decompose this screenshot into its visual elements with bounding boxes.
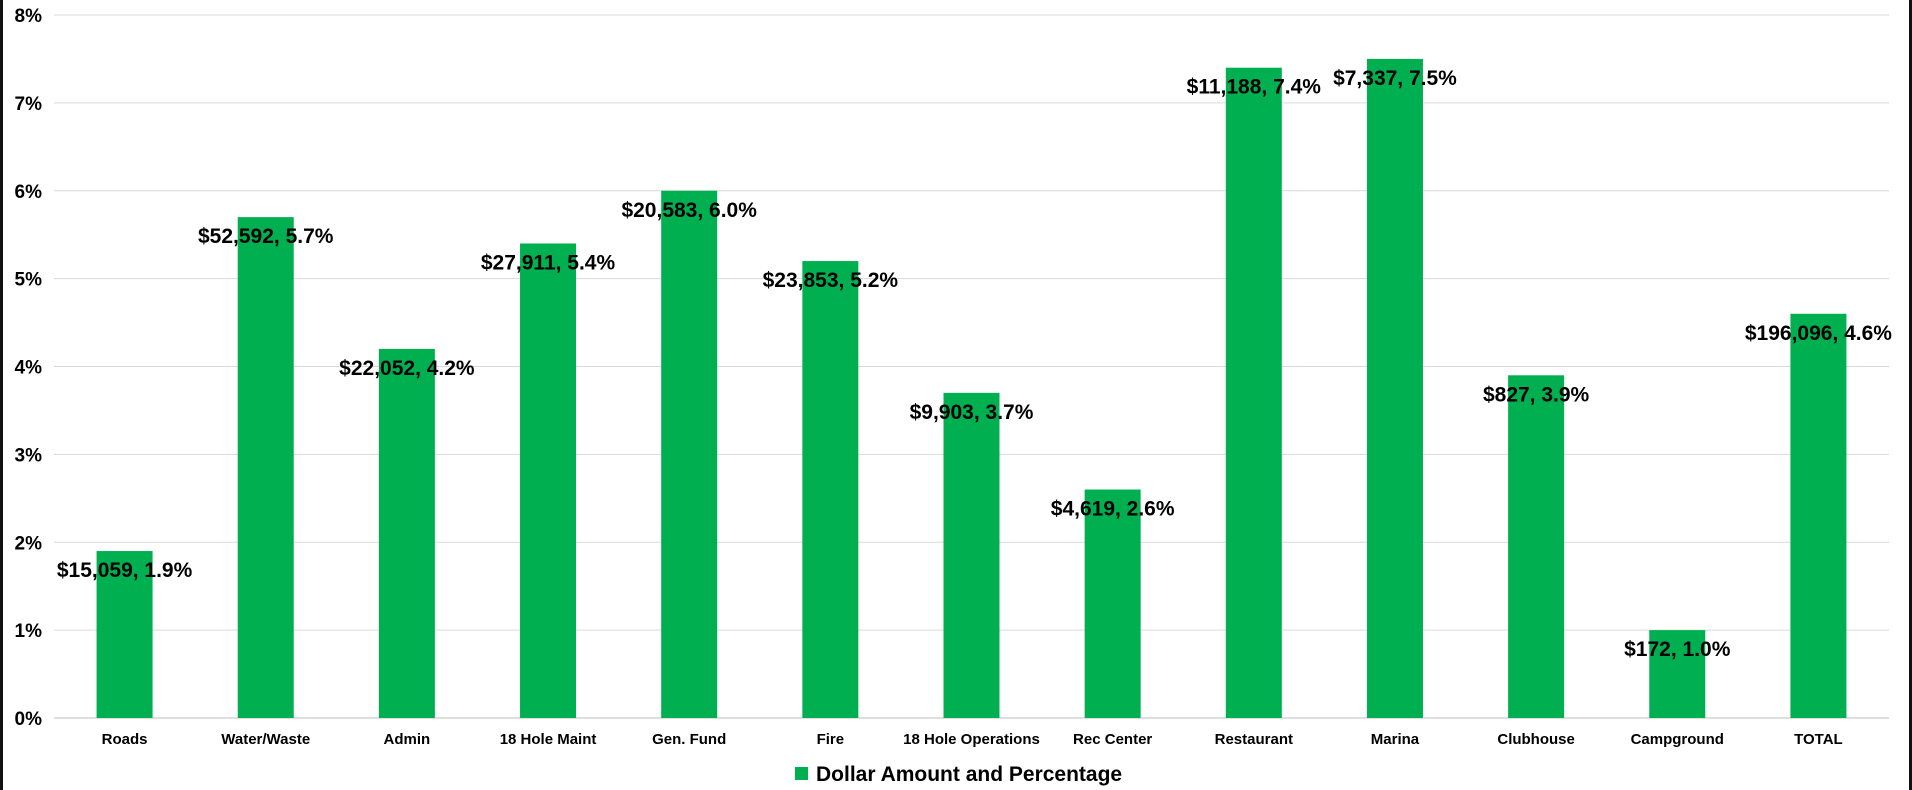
category-label: 18 Hole Operations <box>903 731 1040 748</box>
legend-swatch <box>795 767 808 780</box>
y-tick-label: 7% <box>15 94 43 115</box>
category-label: Water/Waste <box>221 731 310 748</box>
legend-label: Dollar Amount and Percentage <box>816 763 1122 786</box>
x-axis-categories: Roads Water/Waste Admin 18 Hole Maint Gen. F… <box>102 731 1843 748</box>
bar <box>1366 58 1423 718</box>
category-label: Rec Center <box>1073 731 1152 748</box>
y-tick-label: 5% <box>15 270 43 291</box>
data-label: $9,903, 3.7% <box>910 401 1034 424</box>
data-label: $196,096, 4.6% <box>1745 322 1892 345</box>
data-label: $172, 1.0% <box>1624 638 1731 661</box>
data-label: $15,059, 1.9% <box>57 559 193 582</box>
bar <box>661 190 718 718</box>
bar <box>1649 630 1706 718</box>
category-label: Roads <box>102 731 148 748</box>
category-label: Marina <box>1371 731 1420 748</box>
bar <box>378 348 435 718</box>
legend: Dollar Amount and Percentage <box>795 763 1122 786</box>
data-label: $7,337, 7.5% <box>1333 67 1457 90</box>
data-label: $22,052, 4.2% <box>339 357 475 380</box>
y-axis-ticks: 0% 1% 2% 3% 4% 5% 6% 7% 8% <box>15 6 43 730</box>
y-tick-label: 1% <box>15 621 43 642</box>
bar <box>96 551 153 718</box>
bar <box>1084 489 1141 718</box>
bar <box>943 392 1000 718</box>
bar-chart: 0% 1% 2% 3% 4% 5% 6% 7% 8% $15,059, 1.9% $52,592,… <box>15 6 1893 786</box>
data-label: $52,592, 5.7% <box>198 225 334 248</box>
category-label: Fire <box>817 731 845 748</box>
data-label: $4,619, 2.6% <box>1051 498 1175 521</box>
data-label: $11,188, 7.4% <box>1187 76 1322 99</box>
bar <box>520 243 577 718</box>
y-tick-label: 8% <box>15 6 43 27</box>
category-label: Campground <box>1631 731 1724 748</box>
category-label: TOTAL <box>1794 731 1843 748</box>
bar <box>1508 375 1565 718</box>
y-tick-label: 0% <box>15 709 43 730</box>
data-labels: $15,059, 1.9% $52,592, 5.7% $22,052, 4.2% $… <box>57 67 1892 661</box>
category-label: Gen. Fund <box>652 731 726 748</box>
category-label: Restaurant <box>1215 731 1293 748</box>
y-tick-label: 2% <box>15 533 43 554</box>
bar <box>1225 67 1282 719</box>
data-label: $20,583, 6.0% <box>621 199 757 222</box>
data-label: $27,911, 5.4% <box>481 251 616 274</box>
gridlines <box>54 14 1889 719</box>
bar <box>1790 313 1847 718</box>
y-tick-label: 3% <box>15 445 43 466</box>
data-label: $23,853, 5.2% <box>763 269 899 292</box>
y-tick-label: 6% <box>15 182 43 203</box>
bars <box>96 58 1847 719</box>
y-tick-label: 4% <box>15 358 43 379</box>
bar <box>802 261 859 718</box>
category-label: Clubhouse <box>1497 731 1575 748</box>
data-label: $827, 3.9% <box>1483 383 1590 406</box>
category-label: Admin <box>384 731 431 748</box>
bar <box>237 217 294 719</box>
category-label: 18 Hole Maint <box>500 731 597 748</box>
